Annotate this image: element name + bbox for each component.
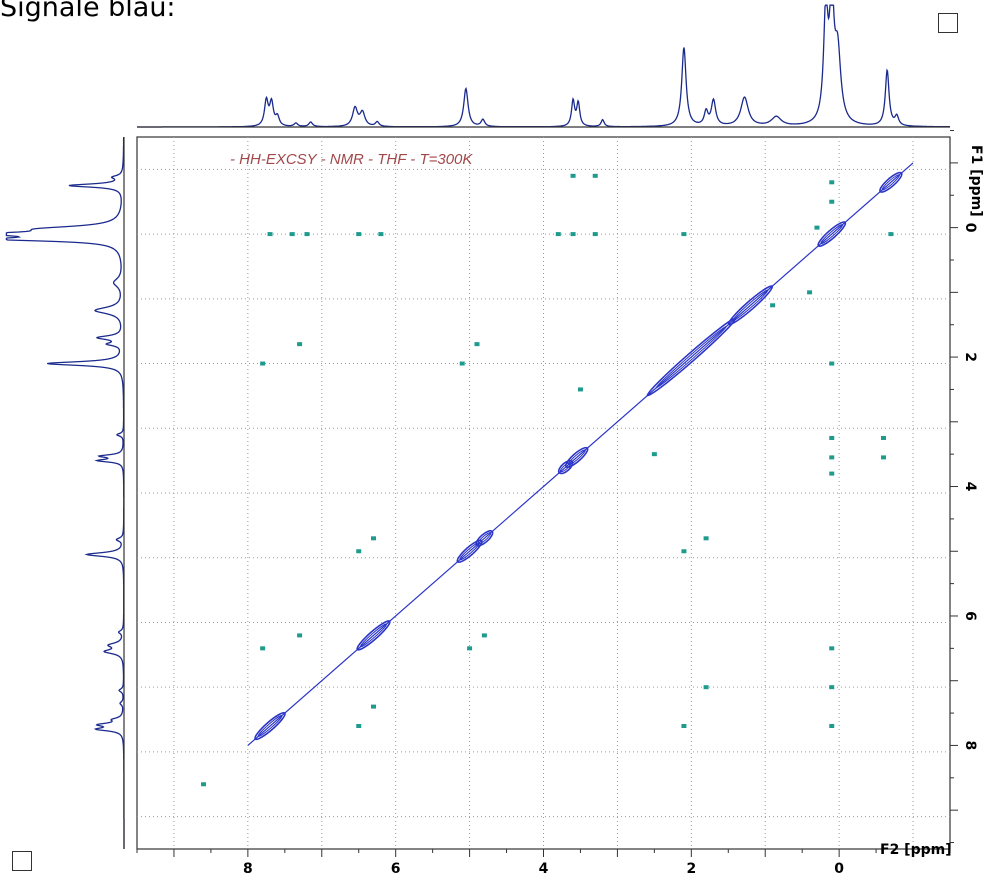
cross-peak: [356, 724, 362, 729]
cross-peaks: [201, 173, 894, 787]
y-tick-label: 0: [962, 223, 978, 233]
cross-peak: [297, 342, 303, 347]
grid-lines: [137, 137, 950, 849]
cross-peak: [814, 225, 820, 230]
cross-peak: [703, 536, 709, 541]
cross-peak: [592, 232, 598, 237]
y-tick-label: 4: [962, 482, 978, 492]
x-tick-label: 4: [539, 861, 549, 877]
cross-peak: [829, 180, 835, 185]
cross-peak: [829, 685, 835, 690]
cross-peak: [267, 232, 273, 237]
cross-peak: [807, 290, 813, 295]
y-tick-label: 6: [962, 611, 978, 621]
f1-axis: 0 2 4 6 8: [950, 130, 978, 844]
corner-box-top-right: [938, 13, 958, 33]
diagonal-trace: [247, 162, 914, 746]
cross-peak: [829, 455, 835, 460]
heading-signale-blau: Signale blau:: [0, 0, 176, 23]
cross-peak: [829, 199, 835, 204]
cross-peak: [570, 173, 576, 178]
cross-peak: [260, 646, 266, 651]
cross-peak: [577, 387, 583, 392]
cross-peak: [829, 724, 835, 729]
cross-peak: [651, 452, 657, 457]
corner-box-bottom-left: [12, 851, 32, 871]
x-tick-label: 2: [686, 861, 696, 877]
f2-axis: 8 6 4 2 0: [136, 849, 951, 877]
cross-peak: [829, 435, 835, 440]
cross-peak: [378, 232, 384, 237]
cross-peak: [829, 471, 835, 476]
f1-projection: [5, 137, 125, 849]
x-tick-label: 6: [391, 861, 401, 877]
cross-peak: [371, 536, 377, 541]
cross-peak: [681, 549, 687, 554]
cross-peak: [681, 724, 687, 729]
y-tick-label: 8: [962, 741, 978, 751]
cross-peak: [297, 633, 303, 638]
cross-peak: [880, 435, 886, 440]
f2-projection-trace: [137, 4, 950, 128]
chart-title: - HH-EXCSY - NMR - THF - T=300K: [230, 151, 473, 168]
cross-peak: [888, 232, 894, 237]
x-tick-label: 8: [243, 861, 253, 877]
cross-peak: [555, 232, 561, 237]
cross-peak: [481, 633, 487, 638]
cross-peak: [356, 232, 362, 237]
cross-peak: [467, 646, 473, 651]
y-tick-label: 2: [962, 352, 978, 362]
cross-peak: [880, 455, 886, 460]
cross-peak: [459, 361, 465, 366]
cross-peak: [474, 342, 480, 347]
f1-projection-trace: [5, 137, 125, 849]
cross-peak: [703, 685, 709, 690]
cross-peak: [829, 646, 835, 651]
cross-peak: [201, 782, 207, 787]
cross-peak: [260, 361, 266, 366]
x-tick-label: 0: [834, 861, 844, 877]
y-axis-label: F1 [ppm]: [968, 145, 984, 217]
diagonal-peaks: [247, 162, 914, 746]
cross-peak: [770, 303, 776, 308]
x-axis-label: F2 [ppm]: [880, 842, 952, 858]
cross-peak: [289, 232, 295, 237]
cross-peak: [304, 232, 310, 237]
cross-peak: [592, 173, 598, 178]
f2-projection: [137, 4, 950, 128]
cross-peak: [681, 232, 687, 237]
cross-peak: [356, 549, 362, 554]
cross-peak: [829, 361, 835, 366]
cross-peak: [371, 704, 377, 709]
cross-peak: [570, 232, 576, 237]
plot-area: [123, 126, 951, 850]
